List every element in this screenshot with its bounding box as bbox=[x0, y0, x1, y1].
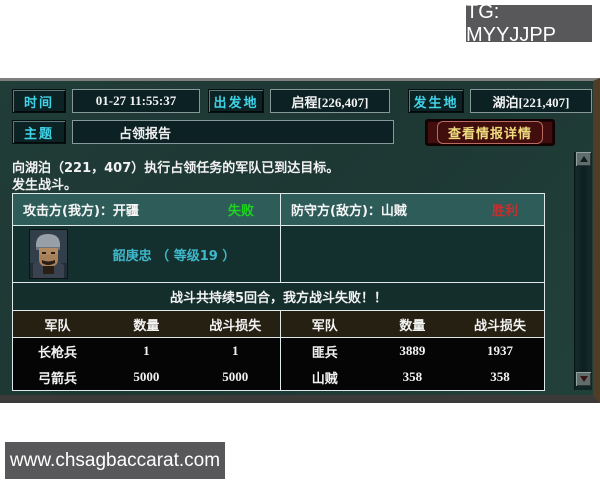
attacker-general-cell: 韶庚忠 （ 等级19 ） bbox=[13, 226, 281, 282]
army-table-row: 长枪兵 1 1 匪兵 3889 1937 bbox=[13, 338, 544, 364]
army-table-header-row: 军队 数量 战斗损失 军队 数量 战斗损失 bbox=[13, 311, 544, 338]
departure-label-button[interactable]: 出发地 bbox=[208, 89, 264, 113]
time-label-button[interactable]: 时间 bbox=[12, 89, 66, 113]
attacker-army-loss: 5000 bbox=[222, 369, 249, 384]
generals-row: 韶庚忠 （ 等级19 ） bbox=[13, 226, 544, 283]
attacker-army-count: 5000 bbox=[133, 369, 160, 384]
scroll-down-icon bbox=[579, 376, 588, 382]
scrollbar-track[interactable] bbox=[576, 166, 591, 372]
report-message-line2: 发生战斗。 bbox=[12, 178, 78, 193]
defender-col-count: 数量 bbox=[399, 318, 426, 334]
battle-result-table: 攻击方(我方)：开疆 失败 防守方(敌方)：山贼 胜利 bbox=[12, 193, 545, 391]
time-value: 01-27 11:55:37 bbox=[72, 89, 200, 113]
attacker-col-loss: 战斗损失 bbox=[209, 318, 262, 334]
location-label-button[interactable]: 发生地 bbox=[408, 89, 464, 113]
report-scrollbar bbox=[574, 152, 592, 390]
topic-value: 占领报告 bbox=[72, 120, 394, 144]
defender-army-loss: 358 bbox=[490, 369, 510, 384]
attacker-header-cell: 攻击方(我方)：开疆 失败 bbox=[13, 194, 281, 225]
battle-report-window: 时间 01-27 11:55:37 出发地 启程[226,407] 发生地 湖泊… bbox=[0, 78, 600, 403]
view-intel-detail-label: 查看情报详情 bbox=[436, 121, 543, 144]
report-message-line1: 向湖泊（221，407）执行占领任务的军队已到达目标。 bbox=[12, 161, 340, 176]
attacker-army-name: 弓箭兵 bbox=[37, 371, 77, 387]
attacker-col-count: 数量 bbox=[133, 318, 160, 334]
battle-summary-row: 战斗共持续5回合，我方战斗失败！！ bbox=[13, 283, 544, 311]
defender-army-count: 3889 bbox=[399, 343, 426, 358]
defender-army-loss: 1937 bbox=[486, 343, 513, 358]
defender-col-loss: 战斗损失 bbox=[473, 318, 526, 334]
departure-value: 启程[226,407] bbox=[270, 89, 390, 113]
defender-col-army: 军队 bbox=[311, 318, 338, 334]
defender-army-name: 山贼 bbox=[311, 371, 338, 387]
attacker-title: 攻击方(我方)：开疆 bbox=[23, 204, 139, 219]
attacker-army-name: 长枪兵 bbox=[37, 345, 77, 361]
location-value: 湖泊[221,407] bbox=[470, 89, 592, 113]
site-watermark-badge: www.chsagbaccarat.com bbox=[5, 442, 225, 479]
view-intel-detail-button[interactable]: 查看情报详情 bbox=[425, 119, 555, 146]
general-avatar[interactable] bbox=[29, 229, 68, 279]
attacker-general-name: 韶庚忠 （ 等级19 ） bbox=[112, 248, 236, 264]
tg-watermark-badge: TG: MYYJJPP bbox=[466, 1, 592, 46]
attacker-col-army: 军队 bbox=[44, 318, 71, 334]
scroll-up-icon bbox=[579, 156, 588, 162]
defender-army-name: 匪兵 bbox=[311, 345, 338, 361]
defender-general-cell bbox=[281, 226, 544, 282]
defender-result-badge: 胜利 bbox=[491, 204, 518, 219]
scroll-up-button[interactable] bbox=[576, 152, 591, 166]
defender-army-count: 358 bbox=[402, 369, 423, 384]
sides-header-row: 攻击方(我方)：开疆 失败 防守方(敌方)：山贼 胜利 bbox=[13, 194, 544, 226]
attacker-army-count: 1 bbox=[143, 343, 150, 358]
attacker-army-loss: 1 bbox=[232, 343, 239, 358]
attacker-result-badge: 失败 bbox=[227, 204, 254, 219]
scroll-down-button[interactable] bbox=[576, 372, 591, 386]
defender-title: 防守方(敌方)：山贼 bbox=[291, 204, 407, 219]
army-table-row: 弓箭兵 5000 5000 山贼 358 358 bbox=[13, 364, 544, 390]
topic-label-button[interactable]: 主题 bbox=[12, 120, 66, 144]
defender-header-cell: 防守方(敌方)：山贼 胜利 bbox=[281, 194, 544, 225]
